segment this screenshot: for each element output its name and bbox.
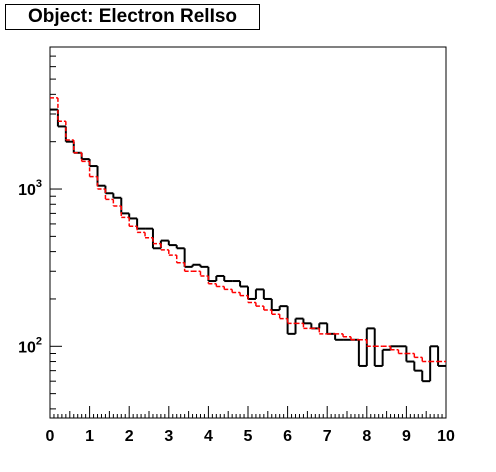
x-tick-label: 0 [46, 428, 55, 445]
series-dashed-red [50, 97, 446, 363]
x-axis: 0 1 2 3 4 5 6 7 8 9 10 [46, 406, 455, 445]
series-layer [50, 97, 446, 383]
chart-title: Object: Electron RelIso [5, 4, 260, 30]
y-tick-exponent: 3 [36, 178, 42, 190]
x-tick-label: 5 [244, 428, 253, 445]
x-tick-label: 1 [85, 428, 94, 445]
x-tick-label: 6 [283, 428, 292, 445]
plot-frame [49, 46, 447, 419]
x-tick-label: 8 [362, 428, 371, 445]
x-tick-label: 7 [323, 428, 332, 445]
y-tick-exponent: 2 [36, 335, 42, 347]
x-tick-label: 10 [437, 428, 455, 445]
x-tick-label: 9 [402, 428, 411, 445]
x-tick-label: 4 [204, 428, 213, 445]
y-tick-base: 10 [18, 339, 36, 356]
y-tick-base: 10 [18, 182, 36, 199]
y-tick-label: 103 [18, 178, 42, 199]
x-tick-label: 3 [164, 428, 173, 445]
y-tick-label: 102 [18, 335, 42, 356]
x-tick-label: 2 [125, 428, 134, 445]
